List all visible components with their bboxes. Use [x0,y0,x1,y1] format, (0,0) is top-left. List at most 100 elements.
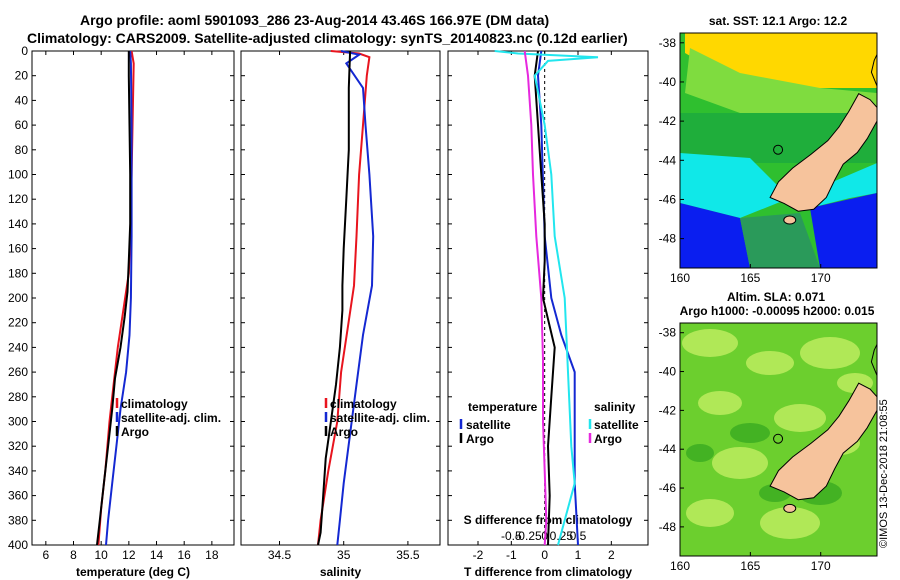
y-tick-label: 320 [8,439,28,453]
x-tick-label: 8 [70,548,77,562]
panel-salinity: 34.5 35 35.5 salinity climatologysatellite-a… [240,50,441,579]
x-tick-label: 18 [205,548,219,562]
secondary-tick-label: -0.25 [514,529,542,543]
y-tick-label: 20 [15,69,29,83]
x-tick-label: -2 [473,548,484,562]
legend-label: Argo [330,425,358,439]
x-tick-label: 1 [575,548,582,562]
y-tick-label: 160 [8,242,28,256]
y-tick-label: 360 [8,489,28,503]
map-frame [679,322,878,557]
sst-cold-region [680,203,750,268]
sst-mixed-region [740,213,820,268]
y-tick-label: 300 [8,415,28,429]
map-frame [679,32,878,269]
x-tick-label: 34.5 [268,548,292,562]
sla-anomaly-blob [746,351,794,375]
y-tick-label: -48 [659,520,677,534]
x-axis-label: T difference from climatology [464,565,632,579]
sla-anomaly-blob [698,391,742,415]
legend-label: Argo [466,432,494,446]
x-tick-label: 170 [811,559,831,573]
sla-anomaly-blob [686,499,734,527]
coastline-north-island [870,54,878,87]
legend-label: Argo [594,432,622,446]
x-axis-label: salinity [320,565,362,579]
series-line-argo [317,50,352,546]
y-tick-label: -38 [659,36,677,50]
argo-position-marker [773,144,784,155]
map-title: Altim. SLA: 0.071 [727,290,825,304]
y-tick-label: -46 [659,192,677,206]
x-tick-label: 6 [42,548,49,562]
y-tick-label: 340 [8,464,28,478]
y-tick-label: 260 [8,365,28,379]
map-sst-map: 160 165 170 -38 -40 -42 -44 -46 -48 sat. SST: 12.… [659,14,878,285]
series-line-argo [96,51,132,546]
sla-anomaly-blob [800,337,860,369]
y-tick-label: -46 [659,481,677,495]
sla-anomaly-blob [774,404,826,432]
legend-label: climatology [330,397,397,411]
y-tick-label: 100 [8,168,28,182]
x-tick-label: 160 [670,271,690,285]
y-tick-label: 280 [8,390,28,404]
x-tick-label: 170 [811,271,831,285]
y-tick-label: 0 [21,44,28,58]
x-tick-label: 160 [670,559,690,573]
x-tick-label: 35.5 [396,548,420,562]
legend-label: satellite-adj. clim. [121,411,221,425]
x-tick-label: 12 [122,548,136,562]
sst-cold-region [810,193,877,268]
y-tick-label: -40 [659,75,677,89]
y-tick-label: 60 [15,118,29,132]
sla-anomaly-blob [730,423,770,443]
x-tick-label: 0 [541,548,548,562]
y-tick-label: 380 [8,513,28,527]
map-subtitle: Argo h1000: -0.00095 h2000: 0.015 [680,304,875,318]
legend-label: Argo [121,425,149,439]
legend-title-temperature: temperature [468,400,538,414]
x-tick-label: 16 [178,548,192,562]
y-tick-label: -44 [659,442,677,456]
x-axis-label: temperature (deg C) [76,565,190,579]
y-tick-label: -42 [659,114,677,128]
coastline-north-island [870,344,878,376]
x-tick-label: 165 [740,271,760,285]
x-tick-label: 14 [150,548,164,562]
y-tick-label: -44 [659,153,677,167]
y-tick-label: 220 [8,316,28,330]
y-tick-label: 180 [8,266,28,280]
x-tick-label: 10 [94,548,108,562]
series-line-salinity-satellite [494,50,599,546]
legend-label: satellite-adj. clim. [330,411,430,425]
figure-title-line2: Climatology: CARS2009. Satellite-adjuste… [27,30,628,46]
y-tick-label: 40 [15,93,29,107]
sla-anomaly-blob [682,329,738,357]
series-line-climatology [317,50,371,546]
plot-frame [240,50,441,546]
y-tick-label: -38 [659,326,677,340]
secondary-tick-label: 0.25 [550,529,574,543]
y-tick-label: 400 [8,538,28,552]
legend-title-salinity: salinity [594,400,636,414]
figure-title-line1: Argo profile: aoml 5901093_286 23-Aug-20… [80,12,550,28]
sla-anomaly-blob [712,447,768,479]
x-tick-label: 2 [608,548,615,562]
x-tick-label: 35 [337,548,351,562]
legend-label: climatology [121,397,188,411]
y-tick-label: -42 [659,403,677,417]
x-tick-label: -1 [506,548,517,562]
y-tick-label: 80 [15,143,29,157]
sst-cool-region [680,153,790,218]
sla-anomaly-blob [760,507,820,539]
argo-position-marker [773,433,784,444]
sla-anomaly-blob [686,444,714,462]
y-tick-label: -48 [659,232,677,246]
y-tick-label: -40 [659,365,677,379]
series-line-satellite-adj-clim- [105,50,133,546]
sst-mild-region [685,48,877,113]
y-tick-label: 120 [8,192,28,206]
